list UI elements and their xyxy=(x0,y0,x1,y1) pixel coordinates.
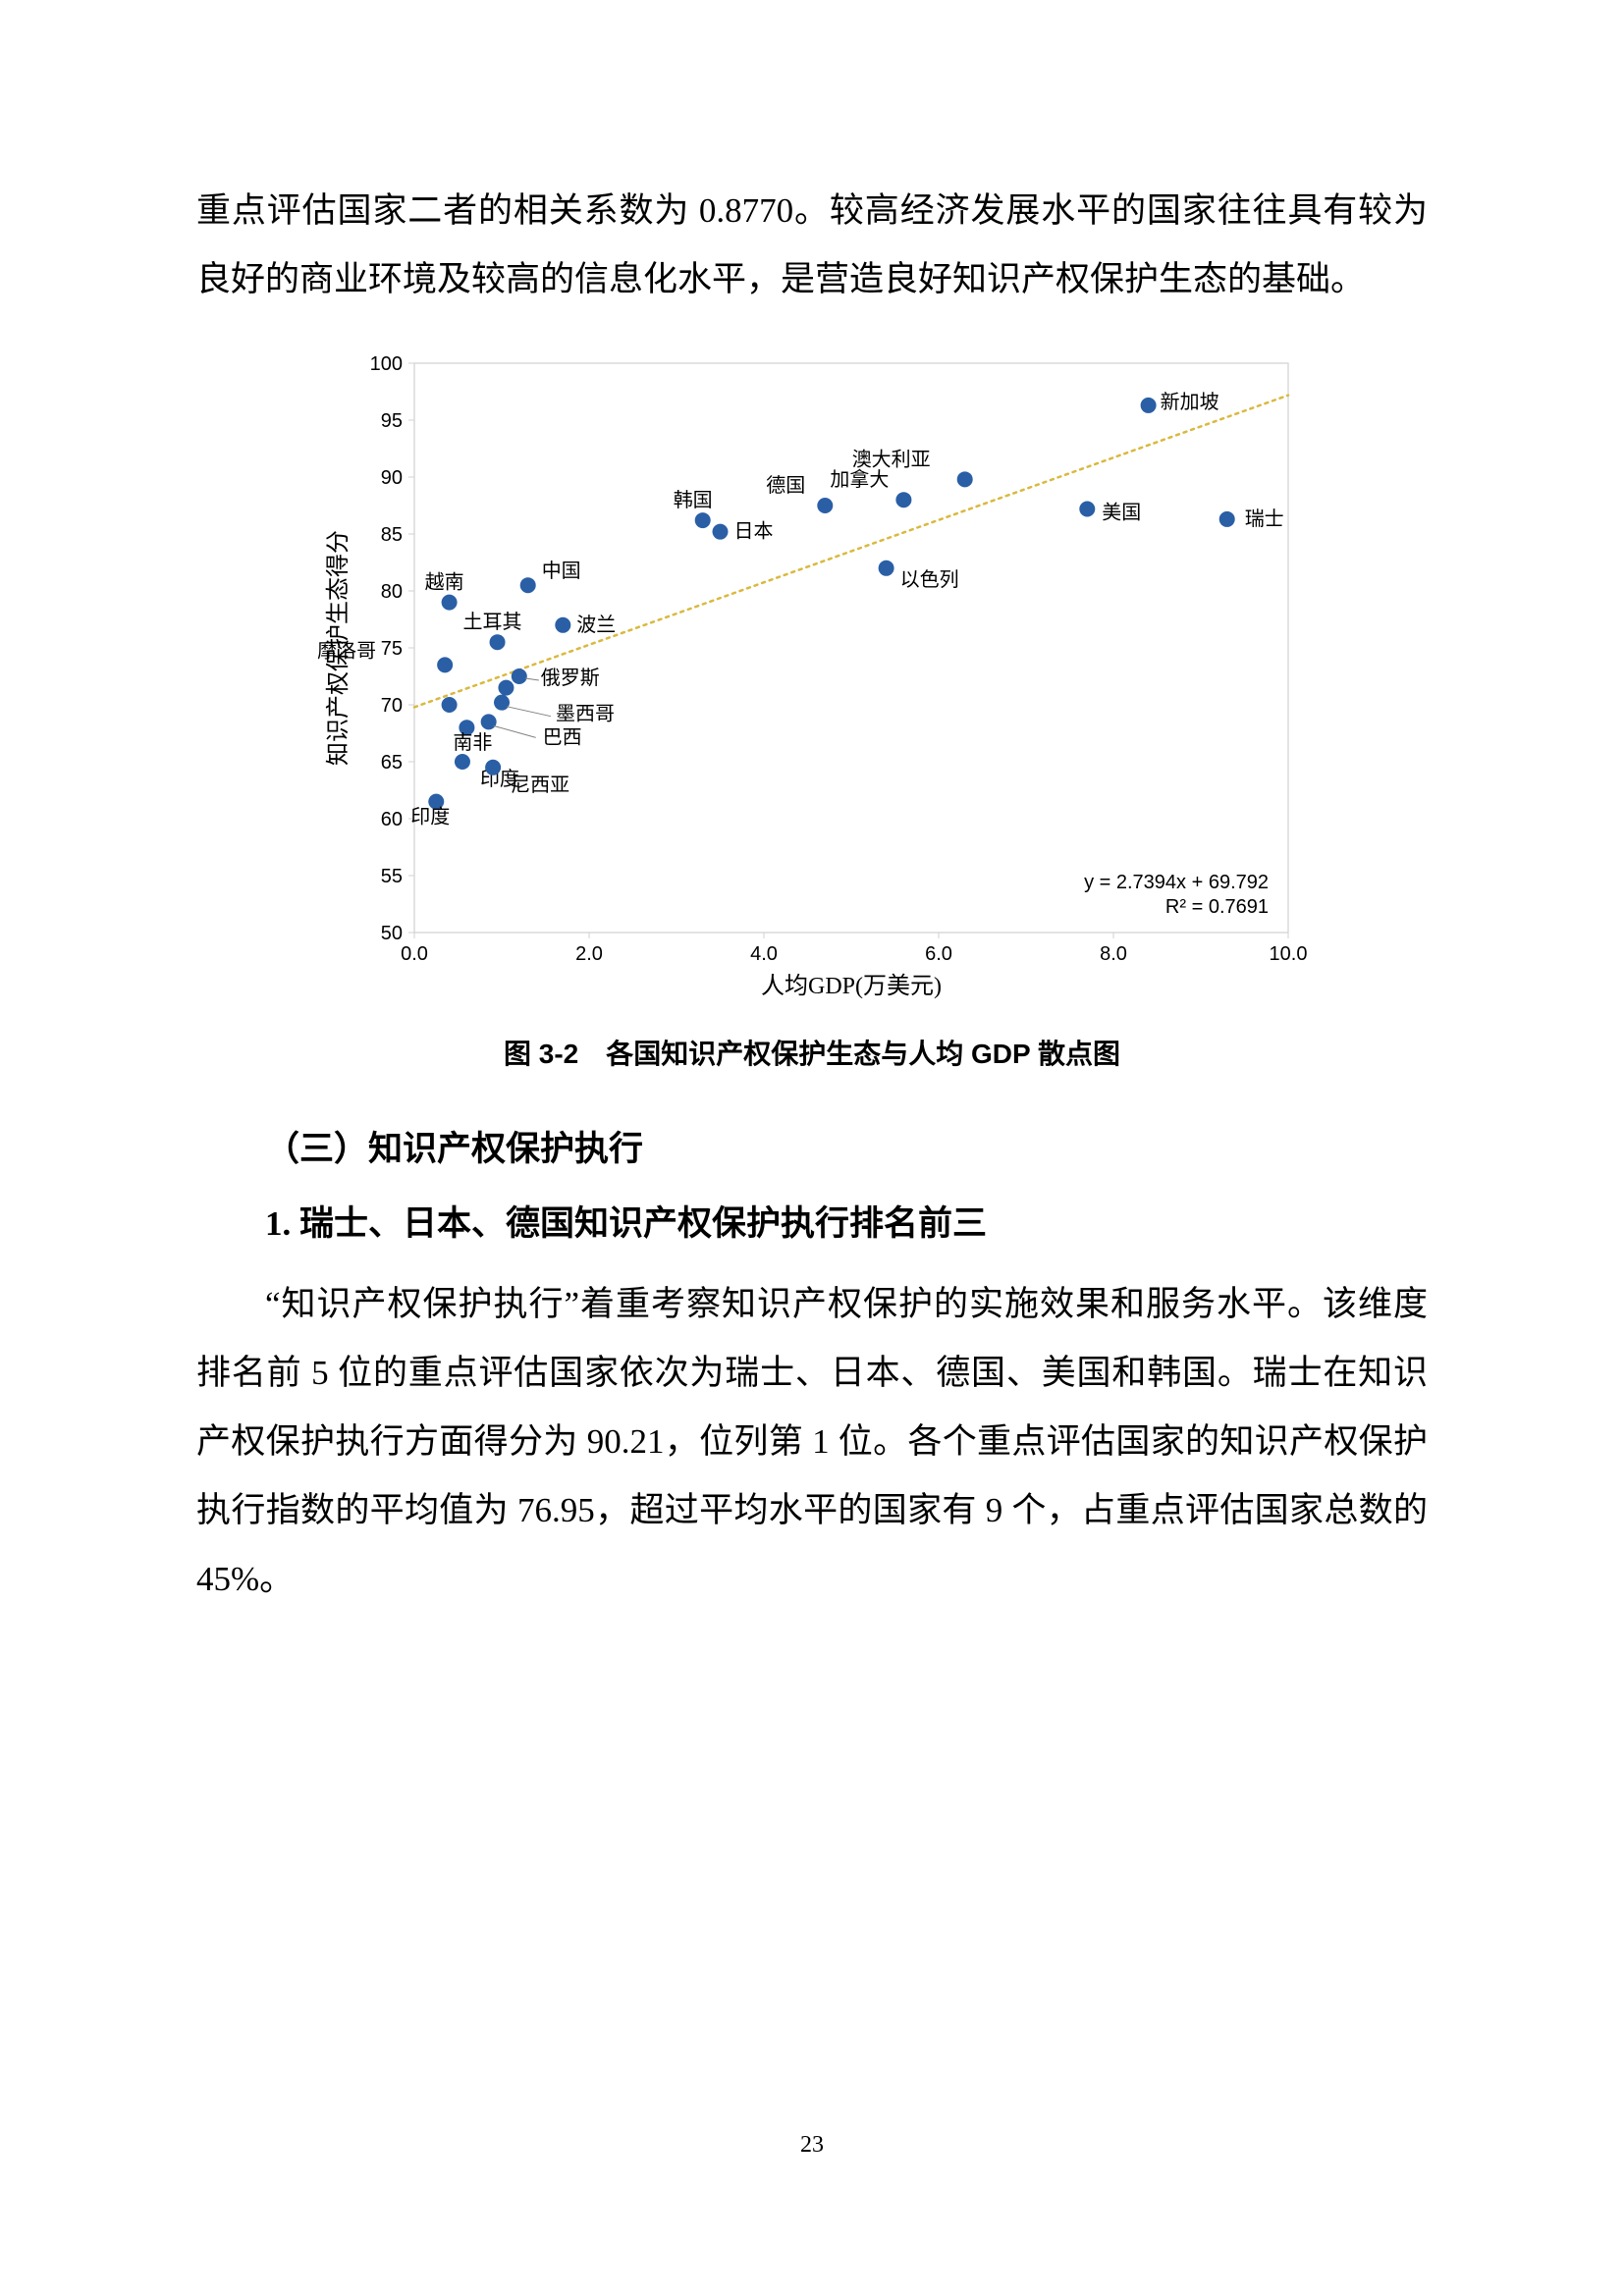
svg-text:尼西亚: 尼西亚 xyxy=(511,774,569,796)
svg-text:南非: 南非 xyxy=(453,731,492,754)
svg-text:人均GDP(万美元): 人均GDP(万美元) xyxy=(761,973,942,999)
svg-text:俄罗斯: 俄罗斯 xyxy=(541,667,600,689)
svg-text:墨西哥: 墨西哥 xyxy=(556,704,615,725)
svg-text:60: 60 xyxy=(381,809,403,830)
subsection-title: 1. 瑞士、日本、德国知识产权保护执行排名前三 xyxy=(196,1196,1428,1246)
svg-text:日本: 日本 xyxy=(734,520,774,543)
svg-text:50: 50 xyxy=(381,923,403,944)
svg-text:75: 75 xyxy=(381,638,403,660)
page-number: 23 xyxy=(800,2132,824,2159)
svg-text:4.0: 4.0 xyxy=(750,943,778,965)
svg-text:R² = 0.7691: R² = 0.7691 xyxy=(1165,896,1269,918)
svg-text:y = 2.7394x + 69.792: y = 2.7394x + 69.792 xyxy=(1084,872,1269,893)
scatter-chart: 50 55 60 65 70 75 80 85 90 95 100 0.0 2.0 4.0 6.0 8.0 10… xyxy=(306,344,1318,1021)
svg-text:中国: 中国 xyxy=(542,560,581,582)
svg-text:70: 70 xyxy=(381,695,403,717)
svg-text:波兰: 波兰 xyxy=(576,614,616,636)
svg-text:德国: 德国 xyxy=(766,474,805,497)
svg-text:摩洛哥: 摩洛哥 xyxy=(317,639,376,662)
svg-text:8.0: 8.0 xyxy=(1100,943,1127,965)
svg-text:65: 65 xyxy=(381,752,403,774)
svg-text:0.0: 0.0 xyxy=(401,943,428,965)
svg-text:6.0: 6.0 xyxy=(925,943,952,965)
body-paragraph: “知识产权保护执行”着重考察知识产权保护的实施效果和服务水平。该维度排名前 5 … xyxy=(196,1270,1428,1614)
svg-text:美国: 美国 xyxy=(1102,501,1141,523)
figure-caption: 图 3-2 各国知识产权保护生态与人均 GDP 散点图 xyxy=(196,1033,1428,1072)
svg-text:加拿大: 加拿大 xyxy=(830,467,889,491)
svg-text:85: 85 xyxy=(381,524,403,546)
svg-text:55: 55 xyxy=(381,866,403,887)
svg-text:10.0: 10.0 xyxy=(1270,943,1308,965)
svg-text:越南: 越南 xyxy=(425,571,464,594)
svg-text:韩国: 韩国 xyxy=(674,489,713,511)
svg-text:2.0: 2.0 xyxy=(575,943,603,965)
svg-text:巴西: 巴西 xyxy=(543,726,582,748)
svg-text:100: 100 xyxy=(370,353,403,375)
svg-text:印度: 印度 xyxy=(410,806,450,828)
svg-text:土耳其: 土耳其 xyxy=(463,611,522,633)
svg-text:以色列: 以色列 xyxy=(900,568,959,591)
svg-text:95: 95 xyxy=(381,410,403,432)
svg-text:新加坡: 新加坡 xyxy=(1161,391,1219,413)
svg-text:澳大利亚: 澳大利亚 xyxy=(852,448,931,470)
svg-text:90: 90 xyxy=(381,467,403,489)
svg-text:瑞士: 瑞士 xyxy=(1245,507,1284,530)
section-title: （三）知识产权保护执行 xyxy=(196,1121,1428,1171)
intro-paragraph: 重点评估国家二者的相关系数为 0.8770。较高经济发展水平的国家往往具有较为良… xyxy=(196,177,1428,314)
svg-text:80: 80 xyxy=(381,581,403,603)
